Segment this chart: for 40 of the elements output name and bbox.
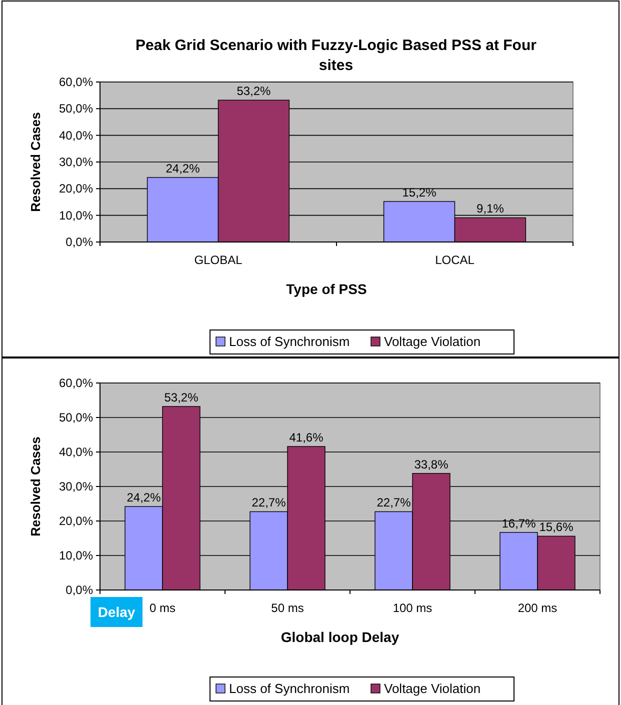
data-label: 22,7% [376, 496, 412, 510]
data-label: 24,2% [126, 490, 162, 505]
data-label: 53,2% [236, 84, 272, 98]
x-tick-label: 50 ms [271, 601, 304, 615]
legend-label: Loss of Synchronism [229, 334, 350, 349]
data-label: 53,2% [164, 390, 199, 404]
y-tick-label: 50,0% [58, 102, 94, 116]
x-axis-title: Global loop Delay [280, 629, 400, 645]
y-tick-label: 50,0% [58, 410, 94, 424]
legend-label: Voltage Violation [384, 681, 481, 696]
y-tick-label: 10,0% [58, 548, 94, 562]
x-tick-label: 200 ms [518, 601, 558, 615]
y-tick-label: 40,0% [58, 128, 94, 142]
y-tick-label: 30,0% [58, 480, 94, 494]
y-tick-label: 20,0% [58, 182, 94, 196]
x-axis-title: Type of PSS [286, 281, 367, 297]
legend-label: Voltage Violation [384, 334, 481, 349]
x-tick-label: GLOBAL [194, 253, 243, 267]
y-tick-label: 0,0% [66, 583, 94, 597]
y-tick-label: 30,0% [58, 155, 94, 169]
data-label: 24,2% [166, 161, 200, 176]
y-tick-label: 40,0% [58, 445, 94, 459]
data-label: 22,7% [252, 496, 286, 510]
x-tick-label: LOCAL [435, 253, 475, 267]
data-label: 33,8% [414, 457, 449, 472]
text: Delay [98, 604, 136, 620]
chart-title: Peak Grid Scenario with Fuzzy-Logic Based PSS at Four sites [136, 37, 537, 74]
data-label: 9,1% [476, 202, 504, 216]
y-axis-title: Resolved Cases [28, 112, 43, 212]
data-label: 15,6% [539, 520, 574, 534]
x-tick-label: 100 ms [392, 601, 432, 615]
y-tick-label: 10,0% [58, 208, 94, 222]
data-label: 41,6% [289, 430, 324, 444]
y-tick-label: 0,0% [66, 235, 94, 249]
y-tick-label: 60,0% [58, 75, 94, 89]
y-tick-label: 20,0% [58, 514, 94, 528]
y-axis-title: Resolved Cases [28, 436, 43, 536]
legend-label: Loss of Synchronism [229, 681, 350, 696]
y-tick-label: 60,0% [58, 376, 94, 390]
x-tick-label: 0 ms [149, 601, 176, 615]
